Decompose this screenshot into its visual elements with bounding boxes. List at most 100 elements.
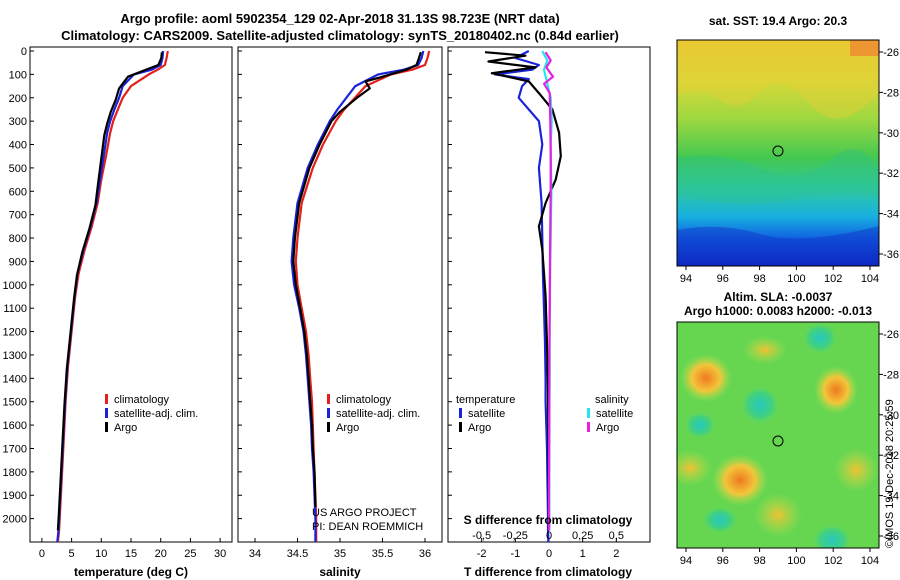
x-tick-label: 20 bbox=[155, 548, 167, 560]
depth-tick-label: 300 bbox=[9, 116, 27, 128]
legend-t-argo-label: Argo bbox=[468, 422, 491, 434]
depth-tick-label: 1800 bbox=[3, 467, 27, 479]
x-tick-label: 5 bbox=[69, 548, 75, 560]
legend-s-argo-swatch bbox=[587, 422, 590, 432]
x-tick-label: 34 bbox=[249, 548, 261, 560]
argo-location-marker bbox=[772, 145, 784, 157]
depth-tick-label: 1300 bbox=[3, 350, 27, 362]
sla-map bbox=[677, 322, 879, 548]
t-difference-axis-label: T difference from climatology bbox=[464, 565, 632, 579]
x-tick-label: 35.5 bbox=[372, 548, 393, 560]
sla-high-anomaly bbox=[680, 354, 732, 402]
temperature-chart: 0 5 10 15 20 25 30 bbox=[39, 50, 226, 560]
s-diff-tick-label: -0,5 bbox=[472, 530, 491, 542]
lat-tick-label: -30 bbox=[883, 410, 899, 422]
lat-tick-label: -36 bbox=[883, 249, 899, 261]
sla-map-frame bbox=[676, 321, 880, 549]
depth-tick-label: 1100 bbox=[3, 303, 27, 315]
sst-field bbox=[677, 40, 879, 266]
project-credit-line1: US ARGO PROJECT bbox=[312, 507, 417, 519]
sla-warm-anomaly bbox=[677, 450, 712, 486]
x-tick-label: 15 bbox=[125, 548, 137, 560]
lat-tick-label: -34 bbox=[883, 491, 899, 503]
x-tick-label: -1 bbox=[510, 548, 520, 560]
legend-t-satellite-label: satellite bbox=[468, 408, 505, 420]
sst-map-axes: -26 -28 -30 -32 -34 -36 94 96 98 100 102 104 bbox=[680, 47, 899, 285]
legend-satellite-label: satellite-adj. clim. bbox=[336, 408, 420, 420]
sst-map bbox=[677, 40, 879, 266]
depth-tick-label: 1400 bbox=[3, 373, 27, 385]
sst-map-frame bbox=[676, 39, 880, 267]
lat-tick-label: -26 bbox=[883, 329, 899, 341]
series-line-temperature-satellite bbox=[494, 50, 550, 542]
sla-low-anomaly bbox=[802, 322, 838, 354]
depth-tick-label: 1900 bbox=[3, 490, 27, 502]
lon-tick-label: 100 bbox=[787, 273, 805, 285]
legend-satellite-swatch bbox=[105, 408, 108, 418]
argo-location-marker bbox=[772, 435, 784, 447]
temperature-axis-label: temperature (deg C) bbox=[74, 565, 188, 579]
lat-tick-label: -36 bbox=[883, 531, 899, 543]
lon-tick-label: 94 bbox=[680, 555, 692, 567]
sla-low-anomaly bbox=[812, 524, 852, 548]
sla-map-title-line1: Altim. SLA: -0.0037 bbox=[724, 290, 833, 304]
lon-tick-label: 104 bbox=[861, 555, 879, 567]
figure-title-line1: Argo profile: aoml 5902354_129 02-Apr-20… bbox=[120, 11, 559, 26]
series-line-satellite-adj-clim- bbox=[56, 50, 165, 543]
depth-tick-label: 900 bbox=[9, 256, 27, 268]
depth-tick-label: 800 bbox=[9, 233, 27, 245]
depth-tick-label: 100 bbox=[9, 69, 27, 81]
x-tick-label: 34.5 bbox=[287, 548, 308, 560]
legend-argo-swatch bbox=[105, 422, 108, 432]
legend-satellite-label: satellite-adj. clim. bbox=[114, 408, 198, 420]
legend-climatology-swatch bbox=[327, 394, 330, 404]
legend-s-satellite-label: satellite bbox=[596, 408, 633, 420]
x-tick-label: 0 bbox=[39, 548, 45, 560]
lon-tick-label: 102 bbox=[824, 273, 842, 285]
sla-low-anomaly bbox=[702, 506, 738, 534]
sla-map-title-line2: Argo h1000: 0.0083 h2000: -0.013 bbox=[684, 304, 872, 318]
depth-axis: 0 100 200 300 400 500 600 700 800 900 1000 1100 1200… bbox=[3, 46, 452, 526]
salinity-chart: 34 34.5 35 35.5 36 bbox=[249, 50, 431, 560]
lat-tick-label: -32 bbox=[883, 168, 899, 180]
depth-tick-label: 1500 bbox=[3, 397, 27, 409]
salinity-plot-frame bbox=[237, 46, 443, 543]
lon-tick-label: 96 bbox=[717, 555, 729, 567]
x-tick-label: 1 bbox=[580, 548, 586, 560]
s-diff-tick-label: 0,25 bbox=[572, 530, 593, 542]
sla-low-anomaly bbox=[740, 385, 780, 425]
depth-tick-label: 1000 bbox=[3, 280, 27, 292]
salinity-legend: climatology satellite-adj. clim. Argo bbox=[327, 394, 420, 434]
legend-climatology-swatch bbox=[105, 394, 108, 404]
lat-tick-label: -28 bbox=[883, 87, 899, 99]
sla-warm-anomaly bbox=[743, 336, 787, 364]
depth-tick-label: 500 bbox=[9, 163, 27, 175]
sla-warm-anomaly bbox=[754, 493, 802, 537]
legend-climatology-label: climatology bbox=[114, 394, 170, 406]
x-tick-label: 25 bbox=[184, 548, 196, 560]
salinity-axis-label: salinity bbox=[319, 565, 361, 579]
sst-map-title: sat. SST: 19.4 Argo: 20.3 bbox=[709, 14, 848, 28]
sst-hot-patch bbox=[850, 40, 879, 56]
legend-temperature-title: temperature bbox=[456, 394, 515, 406]
legend-s-argo-label: Argo bbox=[596, 422, 619, 434]
x-tick-label: 30 bbox=[214, 548, 226, 560]
lon-tick-label: 100 bbox=[787, 555, 805, 567]
s-difference-axis-label: S difference from climatology bbox=[464, 513, 633, 527]
s-diff-tick-label: 0,5 bbox=[609, 530, 624, 542]
series-line-satellite-adj-clim- bbox=[290, 50, 425, 542]
legend-t-satellite-swatch bbox=[459, 408, 462, 418]
lon-tick-label: 102 bbox=[824, 555, 842, 567]
legend-argo-swatch bbox=[327, 422, 330, 432]
legend-satellite-swatch bbox=[327, 408, 330, 418]
lon-tick-label: 104 bbox=[861, 273, 879, 285]
depth-tick-label: 2000 bbox=[3, 514, 27, 526]
sst-mid-band bbox=[677, 149, 879, 205]
depth-tick-label: 1600 bbox=[3, 420, 27, 432]
lat-tick-label: -30 bbox=[883, 128, 899, 140]
temperature-legend: climatology satellite-adj. clim. Argo bbox=[105, 394, 198, 434]
legend-climatology-label: climatology bbox=[336, 394, 392, 406]
project-credit-line2: PI: DEAN ROEMMICH bbox=[312, 521, 423, 533]
lon-tick-label: 98 bbox=[753, 555, 765, 567]
lat-tick-label: -28 bbox=[883, 369, 899, 381]
